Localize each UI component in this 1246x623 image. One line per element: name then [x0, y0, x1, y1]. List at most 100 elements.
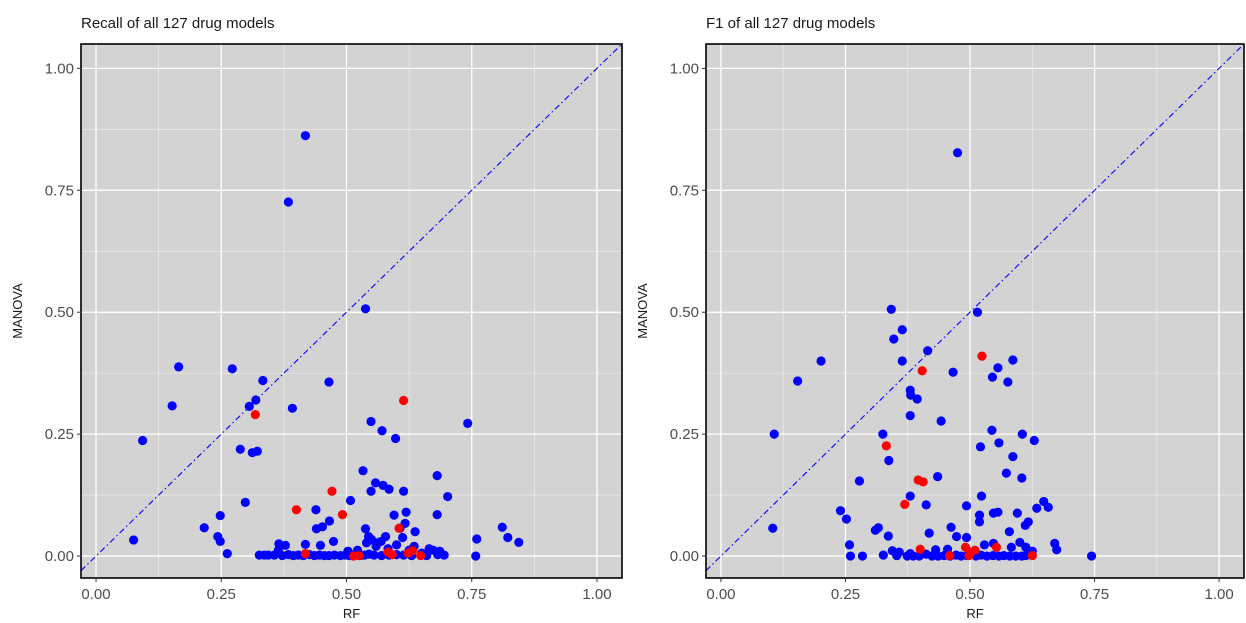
recall-x-tick-label: 0.75	[457, 586, 486, 603]
recall-point-red	[250, 410, 260, 420]
f1-point-blue	[841, 514, 852, 524]
f1-point-blue	[961, 532, 972, 543]
recall-point-blue	[254, 550, 264, 560]
f1-point-red	[900, 499, 910, 509]
f1-point-blue	[952, 148, 963, 158]
recall-point-blue	[227, 364, 237, 374]
recall-point-blue	[244, 401, 254, 411]
recall-point-blue	[128, 535, 139, 545]
f1-point-red	[964, 550, 974, 561]
recall-point-blue	[370, 478, 381, 488]
f1-point-blue	[1004, 527, 1014, 537]
recall-point-blue	[401, 507, 411, 517]
f1-point-blue	[844, 540, 855, 550]
f1-point-blue	[878, 429, 888, 439]
f1-point-blue	[1017, 429, 1027, 439]
f1-point-blue	[883, 531, 893, 541]
f1-y-tick-label: 0.50	[670, 304, 699, 321]
recall-point-blue	[324, 377, 334, 387]
f1-point-blue	[951, 531, 962, 542]
recall-y-axis-title: MANOVA	[10, 283, 25, 339]
recall-x-tick-label: 1.00	[582, 586, 611, 603]
f1-point-red	[991, 542, 1002, 552]
f1-point-blue	[857, 551, 868, 561]
f1-point-blue	[1043, 502, 1053, 512]
recall-point-blue	[397, 532, 408, 543]
recall-point-blue	[389, 510, 399, 520]
f1-point-blue	[972, 307, 983, 317]
recall-point-blue	[398, 486, 409, 496]
f1-point-red	[977, 351, 987, 361]
recall-point-blue	[472, 534, 482, 544]
f1-point-blue	[948, 367, 958, 377]
f1-point-blue	[1008, 451, 1018, 462]
recall-point-blue	[497, 522, 507, 532]
f1-point-blue	[1012, 508, 1022, 518]
f1-point-red	[917, 366, 927, 376]
recall-point-blue	[328, 536, 339, 547]
f1-point-blue	[987, 425, 997, 435]
recall-point-blue	[215, 536, 225, 547]
recall-point-blue	[345, 495, 356, 506]
recall-point-red	[416, 550, 426, 561]
f1-point-blue	[1021, 550, 1031, 561]
f1-point-blue	[914, 551, 924, 561]
f1-point-blue	[923, 346, 933, 356]
f1-point-blue	[793, 376, 803, 386]
f1-point-blue	[1017, 473, 1027, 483]
recall-point-blue	[463, 418, 473, 429]
recall-point-blue	[311, 505, 321, 515]
recall-point-red	[387, 549, 397, 560]
recall-x-tick-label: 0.00	[81, 586, 110, 603]
f1-point-blue	[845, 551, 856, 561]
f1-point-blue	[994, 438, 1004, 448]
recall-point-blue	[432, 470, 442, 481]
f1-point-red	[944, 550, 955, 561]
recall-point-blue	[503, 532, 513, 543]
recall-point-blue	[391, 540, 402, 550]
recall-point-blue	[174, 362, 184, 372]
f1-point-blue	[1052, 545, 1062, 555]
recall-point-blue	[378, 480, 388, 490]
f1-point-blue	[816, 356, 826, 366]
f1-y-tick-label: 0.75	[670, 182, 699, 199]
recall-point-blue	[300, 539, 311, 549]
f1-point-blue	[921, 500, 931, 510]
f1-point-blue	[897, 356, 907, 366]
recall-point-red	[394, 523, 404, 533]
f1-point-blue	[886, 304, 896, 314]
f1-x-axis-title: RF	[966, 606, 983, 621]
recall-point-blue	[366, 416, 376, 427]
f1-point-red	[970, 545, 980, 555]
recall-point-blue	[360, 524, 371, 534]
f1-point-blue	[924, 528, 934, 538]
f1-x-tick-label: 1.00	[1204, 586, 1233, 603]
recall-plot-background	[81, 44, 622, 578]
f1-x-tick-label: 0.75	[1080, 586, 1109, 603]
f1-point-red	[881, 441, 891, 451]
recall-y-tick-label: 0.00	[45, 548, 74, 565]
recall-point-blue	[360, 304, 371, 314]
recall-x-tick-label: 0.25	[207, 586, 236, 603]
f1-x-tick-label: 0.50	[955, 586, 984, 603]
f1-identity-line	[705, 43, 1245, 572]
f1-point-blue	[769, 429, 779, 439]
f1-point-blue	[897, 325, 907, 335]
f1-y-tick-label: 0.25	[670, 426, 699, 443]
f1-point-blue	[946, 522, 956, 532]
recall-point-blue	[324, 516, 335, 526]
recall-point-blue	[366, 486, 376, 496]
f1-point-blue	[1029, 435, 1039, 446]
recall-point-blue	[199, 523, 209, 533]
f1-panel-border	[705, 43, 1245, 579]
f1-point-blue	[936, 416, 946, 426]
f1-point-blue	[974, 510, 985, 520]
recall-point-blue	[432, 510, 442, 520]
f1-point-blue	[987, 372, 998, 382]
f1-point-red	[1027, 550, 1037, 561]
recall-point-blue	[471, 551, 481, 561]
recall-point-blue	[287, 403, 297, 413]
f1-y-tick-label: 0.00	[670, 548, 699, 565]
f1-point-blue	[976, 491, 987, 501]
